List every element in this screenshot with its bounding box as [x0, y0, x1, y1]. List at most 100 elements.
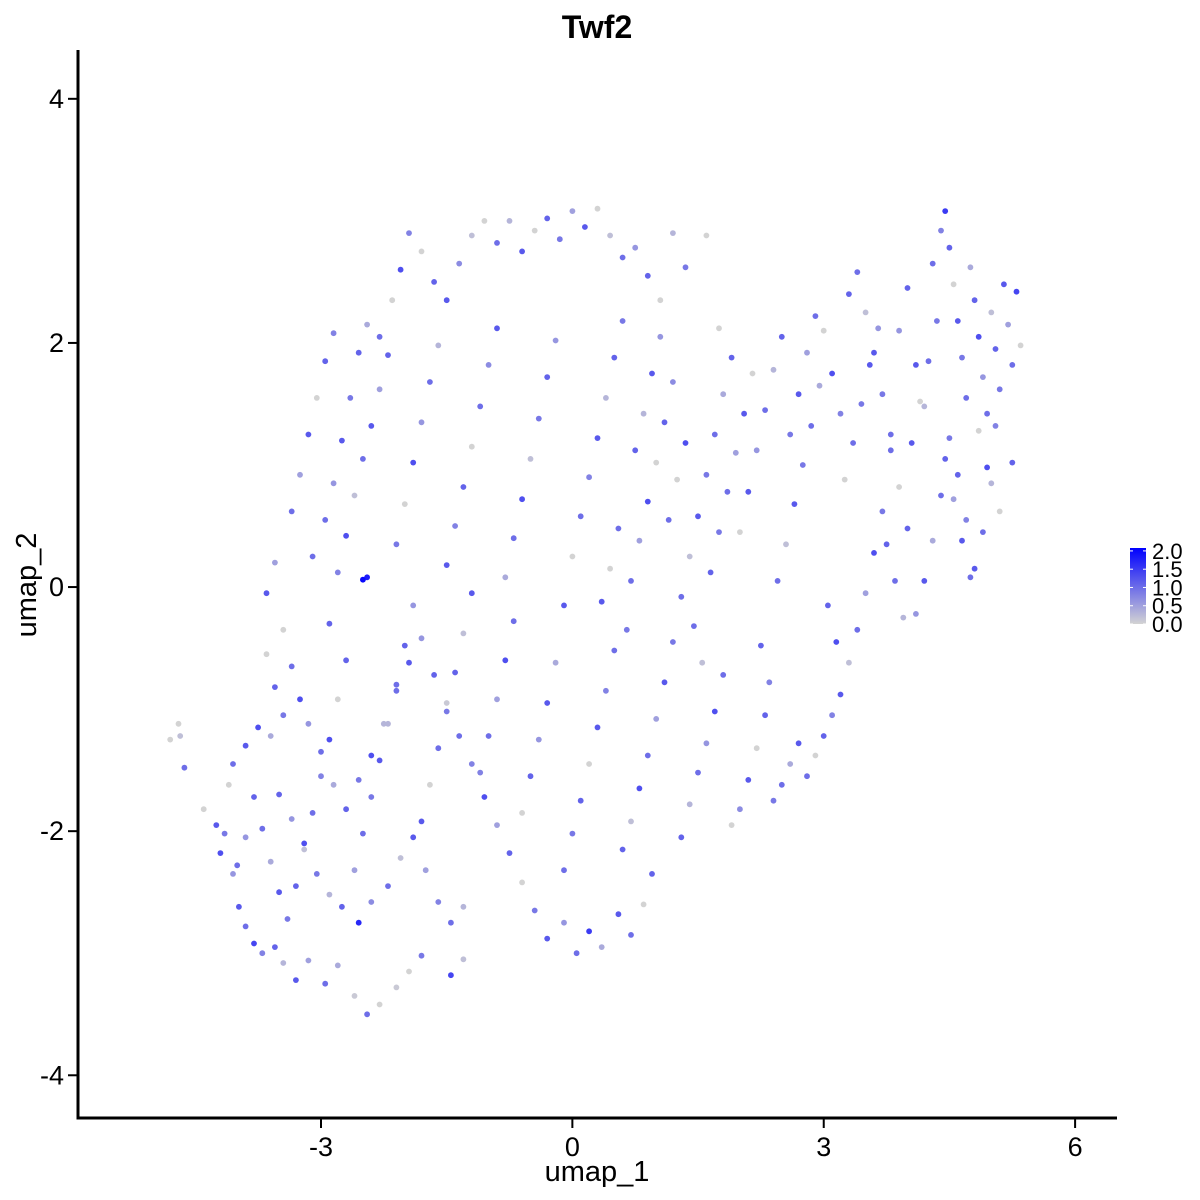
y-axis-ticks: -4 -2 0 2 4	[40, 84, 78, 1090]
data-point	[640, 410, 647, 417]
data-point	[598, 944, 605, 950]
data-point	[921, 403, 928, 410]
data-point	[460, 956, 467, 963]
data-point	[293, 883, 299, 889]
data-point	[619, 318, 626, 324]
data-point	[368, 899, 375, 905]
data-point	[494, 325, 500, 332]
data-point	[355, 777, 362, 783]
data-point	[657, 333, 664, 340]
data-point	[280, 960, 287, 966]
data-point	[984, 410, 990, 417]
data-point	[996, 508, 1003, 515]
color-legend: 2.01.51.00.50.0	[1130, 539, 1183, 637]
data-point	[812, 752, 819, 759]
x-axis-ticks: -3 0 3 6	[309, 1118, 1083, 1162]
data-point	[619, 254, 626, 261]
data-point	[406, 968, 412, 975]
data-point	[636, 537, 643, 544]
data-point	[448, 919, 454, 926]
data-point	[181, 764, 188, 771]
data-point	[276, 889, 282, 896]
data-point	[644, 272, 651, 279]
data-point	[519, 248, 525, 255]
data-point	[603, 395, 609, 401]
data-point	[766, 679, 773, 686]
data-point	[950, 496, 957, 503]
data-point	[376, 333, 383, 340]
data-point	[896, 327, 902, 334]
data-point	[263, 590, 270, 597]
data-point	[305, 431, 312, 438]
data-point	[644, 752, 651, 759]
data-point	[435, 745, 442, 752]
data-point	[820, 733, 827, 739]
data-point	[967, 264, 974, 271]
data-point	[569, 208, 576, 215]
data-point	[892, 578, 898, 584]
y-tick-label: 4	[49, 84, 64, 114]
data-point	[494, 822, 500, 828]
data-point	[460, 903, 467, 910]
data-point	[942, 456, 949, 462]
data-point	[380, 720, 387, 727]
data-point	[967, 574, 974, 581]
data-point	[959, 537, 965, 544]
data-point	[628, 932, 634, 938]
data-point	[443, 700, 450, 706]
data-point	[619, 846, 626, 853]
data-point	[418, 818, 425, 825]
data-point	[992, 346, 999, 352]
data-point	[640, 901, 647, 908]
data-point	[385, 352, 391, 358]
data-point	[732, 449, 739, 456]
data-point	[318, 748, 324, 755]
data-point	[837, 410, 844, 417]
data-point	[745, 488, 752, 495]
x-tick-label: 3	[816, 1132, 831, 1162]
data-point	[561, 867, 567, 874]
points-layer	[167, 205, 1024, 1018]
data-point	[368, 752, 375, 759]
data-point	[594, 435, 601, 441]
data-point	[334, 569, 341, 576]
data-point	[427, 379, 433, 385]
data-point	[774, 578, 781, 584]
data-point	[674, 476, 680, 483]
data-point	[175, 720, 182, 727]
data-point	[711, 708, 718, 715]
data-point	[452, 669, 458, 676]
data-point	[703, 471, 710, 478]
data-point	[598, 598, 605, 605]
data-point	[259, 825, 266, 832]
data-point	[699, 659, 706, 666]
data-point	[385, 883, 391, 889]
data-point	[355, 349, 362, 356]
data-point	[468, 590, 475, 597]
data-point	[393, 541, 400, 548]
data-point	[636, 785, 643, 792]
data-point	[456, 733, 463, 739]
data-point	[975, 427, 982, 434]
data-point	[661, 419, 668, 426]
data-point	[531, 907, 538, 914]
data-point	[883, 541, 890, 548]
data-point	[406, 659, 412, 666]
data-point	[485, 733, 492, 739]
data-point	[632, 447, 639, 454]
data-point	[561, 602, 567, 609]
data-point	[544, 374, 551, 380]
y-tick-label: 2	[49, 328, 64, 358]
data-point	[347, 395, 354, 401]
x-tick-label: -3	[309, 1132, 333, 1162]
data-point	[820, 327, 827, 334]
data-point	[385, 720, 391, 727]
data-point	[1001, 281, 1007, 288]
data-point	[716, 325, 722, 332]
data-point	[925, 358, 932, 365]
data-point	[313, 871, 320, 877]
data-point	[326, 736, 333, 743]
data-point	[502, 657, 509, 664]
data-point	[200, 806, 207, 813]
